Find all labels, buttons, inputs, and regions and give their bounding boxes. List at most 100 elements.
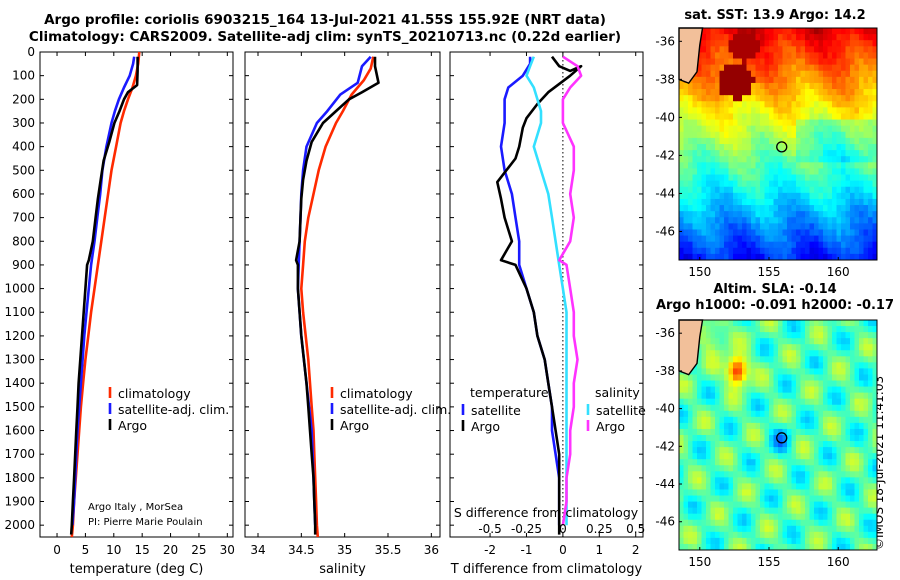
map-cell bbox=[863, 356, 869, 363]
map-cell bbox=[836, 125, 842, 133]
map-cell bbox=[755, 217, 761, 224]
map-cell bbox=[692, 144, 698, 151]
map-cell bbox=[733, 368, 738, 375]
map-cell bbox=[800, 253, 806, 261]
map-cell bbox=[715, 447, 720, 454]
map-cell bbox=[841, 137, 846, 145]
map-cell bbox=[688, 453, 693, 460]
map-cell bbox=[692, 435, 698, 442]
map-cell bbox=[814, 247, 819, 255]
map-cell bbox=[868, 368, 873, 375]
map-cell bbox=[737, 28, 743, 35]
map-cell bbox=[746, 404, 752, 412]
map-cell bbox=[751, 34, 756, 41]
map-cell bbox=[710, 241, 716, 249]
map-cell bbox=[791, 101, 797, 108]
map-cell bbox=[782, 205, 788, 212]
map-cell bbox=[814, 416, 819, 424]
map-cell bbox=[755, 531, 761, 539]
map-cell bbox=[836, 386, 842, 394]
map-cell bbox=[814, 119, 819, 127]
map-cell bbox=[859, 107, 864, 114]
map-cell bbox=[800, 125, 806, 133]
map-cell bbox=[832, 410, 837, 418]
map-cell bbox=[760, 168, 765, 175]
map-cell bbox=[845, 137, 851, 145]
series-line bbox=[496, 55, 583, 535]
map-cell bbox=[773, 501, 779, 509]
map-cell bbox=[728, 386, 734, 394]
map-cell bbox=[706, 247, 711, 255]
map-cell bbox=[805, 441, 810, 448]
map-cell bbox=[773, 217, 779, 224]
map-cell bbox=[773, 320, 779, 327]
map-cell bbox=[814, 156, 819, 163]
map-cell bbox=[719, 543, 725, 551]
map-cell bbox=[845, 447, 851, 454]
map-cell bbox=[800, 332, 806, 339]
map-cell bbox=[796, 144, 801, 151]
map-cell bbox=[809, 543, 815, 551]
map-cell bbox=[863, 459, 869, 466]
map-cell bbox=[742, 531, 747, 539]
map-cell bbox=[778, 422, 783, 430]
map-cell bbox=[724, 247, 729, 255]
map-cell bbox=[737, 453, 743, 460]
map-cell bbox=[746, 89, 752, 96]
map-cell bbox=[823, 428, 828, 436]
map-cell bbox=[764, 386, 770, 394]
map-cell bbox=[728, 465, 734, 472]
map-cell bbox=[841, 229, 846, 236]
map-cell bbox=[845, 205, 851, 212]
x-tick-label: 160 bbox=[827, 265, 850, 279]
map-cell bbox=[805, 150, 810, 157]
map-cell bbox=[764, 320, 770, 327]
map-cell bbox=[737, 441, 743, 448]
map-cell bbox=[710, 28, 716, 35]
plot-area bbox=[244, 51, 441, 538]
map-cell bbox=[746, 168, 752, 175]
map-cell bbox=[728, 174, 734, 182]
map-cell bbox=[719, 368, 725, 375]
map-cell bbox=[755, 368, 761, 375]
map-cell bbox=[755, 320, 761, 327]
map-cell bbox=[859, 435, 864, 442]
map-cell bbox=[692, 235, 698, 243]
map-cell bbox=[836, 374, 842, 381]
map-cell bbox=[818, 192, 824, 200]
map-cell bbox=[823, 332, 828, 339]
map-cell bbox=[724, 28, 729, 35]
map-cell bbox=[701, 113, 707, 120]
map-cell bbox=[787, 131, 792, 139]
map-cell bbox=[832, 416, 837, 424]
map-cell bbox=[706, 344, 711, 351]
map-cell bbox=[827, 253, 833, 261]
map-cell bbox=[827, 205, 833, 212]
map-cell bbox=[760, 513, 765, 521]
map-cell bbox=[724, 52, 729, 59]
map-cell bbox=[760, 410, 765, 418]
map-cell bbox=[706, 477, 711, 484]
map-cell bbox=[800, 131, 806, 139]
map-cell bbox=[827, 156, 833, 163]
map-cell bbox=[778, 350, 783, 357]
map-cell bbox=[701, 253, 707, 261]
map-cell bbox=[805, 180, 810, 188]
map-cell bbox=[773, 386, 779, 394]
map-cell bbox=[809, 404, 815, 412]
map-cell bbox=[701, 52, 707, 59]
map-cell bbox=[868, 320, 873, 327]
map-cell bbox=[701, 76, 707, 84]
map-cell bbox=[850, 235, 855, 243]
map-cell bbox=[773, 447, 779, 454]
map-cell bbox=[715, 374, 720, 381]
map-cell bbox=[746, 174, 752, 182]
map-cell bbox=[850, 95, 855, 102]
map-cell bbox=[841, 398, 846, 406]
map-cell bbox=[701, 465, 707, 472]
map-cell bbox=[854, 217, 860, 224]
map-cell bbox=[805, 398, 810, 406]
map-cell bbox=[778, 392, 783, 400]
map-cell bbox=[728, 332, 734, 339]
map-cell bbox=[710, 95, 716, 102]
